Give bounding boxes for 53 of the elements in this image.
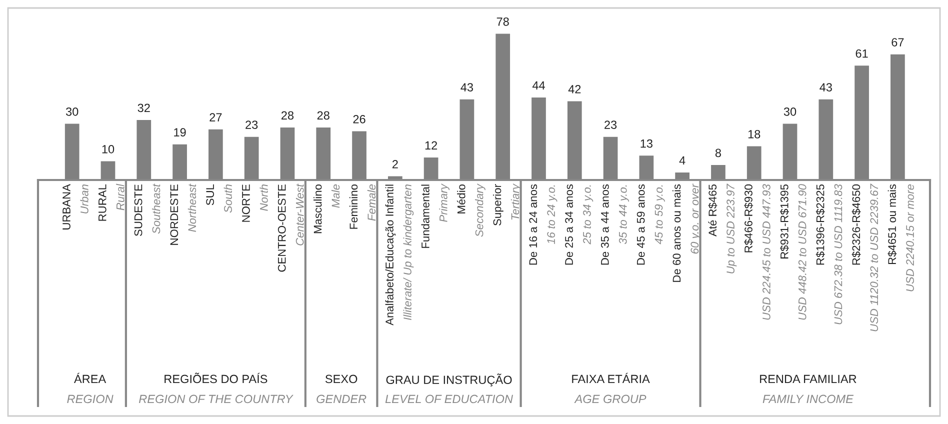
x-tick-label: Masculino Male: [314, 184, 340, 234]
data-label: 19: [174, 128, 186, 136]
text: RENDA FAMILIAR FAMILY INCOME: [760, 374, 856, 404]
x-tick-label: Feminino Female: [349, 184, 376, 229]
text: REGIÕES DO PAÍS REGION OF THE COUNTRY: [138, 372, 294, 404]
data-label: 26: [353, 114, 366, 124]
text: GRAU DE INSTRUÇÃO LEVEL OF EDUCATION: [385, 374, 513, 404]
x-tick-label: NORTE North: [242, 184, 268, 222]
data-label: 28: [317, 111, 330, 120]
x-tick-label: RURAL Rural: [98, 184, 124, 221]
data-label: 12: [425, 141, 438, 150]
x-tick-label: Até R$465 Up to USD 223.97: [708, 184, 737, 274]
x-tick-label: NORDESTE Northeast: [170, 184, 196, 245]
x-tick-label: R$466-R$930 USD 224.45 to USD 447.93: [744, 184, 770, 320]
data-label: 13: [640, 139, 652, 148]
data-label: 2: [392, 160, 398, 168]
x-tick-label: R$1396-R$2325 USD 672.38 to USD 1119.83: [816, 184, 842, 324]
text: FAIXA ETÁRIA AGE GROUP: [572, 372, 650, 404]
data-label: 42: [568, 84, 581, 94]
data-label: 23: [246, 120, 258, 129]
data-label: 61: [856, 49, 868, 58]
data-label: 28: [282, 111, 294, 120]
x-tick-label: R$4651 ou mais USD 2240.15 or more: [888, 184, 914, 292]
data-label: 43: [820, 83, 832, 92]
data-label: 30: [784, 107, 796, 116]
data-label: 43: [460, 83, 473, 92]
x-tick-label: URBANA Urban: [62, 184, 88, 230]
data-label: 30: [66, 107, 78, 116]
x-tick-label: De 16 a 24 anos 16 to 24 y.o.: [529, 184, 558, 265]
x-tick-label: CENTRO-OESTE Center-West: [278, 184, 304, 272]
x-tick-label: SUL South: [206, 184, 232, 213]
x-tick-label: R$931-R$1395 USD 448.42 to USD 671.90: [780, 184, 806, 320]
data-label: 4: [679, 156, 686, 164]
data-label: 10: [102, 144, 114, 154]
data-label: 27: [210, 113, 222, 122]
data-label: 67: [892, 38, 904, 46]
data-label: 32: [138, 104, 150, 112]
data-label: 8: [715, 148, 721, 158]
x-tick-label: R$2326-R$4650 USD 1120.32 to USD 2239.67: [852, 184, 878, 332]
text: SEXO GENDER: [316, 374, 366, 404]
data-label: 44: [532, 81, 545, 90]
x-tick-label: De 25 a 34 anos 25 to 34 y.o.: [565, 184, 594, 265]
text: ÁREA REGION: [67, 372, 114, 404]
x-tick-label: Médio Secondary: [456, 183, 486, 237]
data-label: 23: [604, 120, 617, 129]
data-label: 18: [748, 130, 760, 138]
x-tick-label: De 35 a 44 anos 35 to 44 y.o.: [600, 184, 629, 265]
x-tick-label: De 45 a 59 anos 45 to 59 y.o.: [636, 184, 665, 265]
x-tick-label: SUDESTE Southeast: [134, 184, 160, 236]
x-tick-label: Superior Tertiary: [493, 183, 522, 226]
x-tick-label: Fundamental Primary: [421, 183, 450, 248]
data-label: 78: [496, 17, 509, 26]
x-tick-label: Analfabeto/Educação Infantil Illiterate/ Up to kindergarten: [385, 184, 414, 326]
